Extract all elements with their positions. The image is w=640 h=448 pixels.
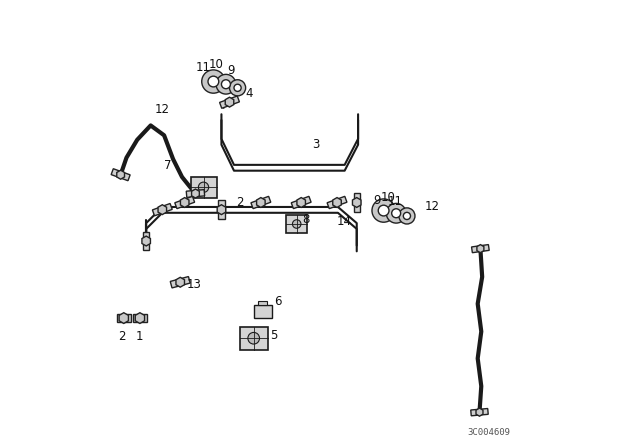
Bar xyxy=(132,314,147,322)
Bar xyxy=(472,245,489,253)
Bar xyxy=(220,96,239,108)
Text: 9: 9 xyxy=(374,194,381,207)
Bar xyxy=(191,177,216,198)
Text: 3: 3 xyxy=(312,138,319,151)
Polygon shape xyxy=(176,277,184,287)
Text: 7: 7 xyxy=(164,159,172,172)
Polygon shape xyxy=(257,198,265,207)
Bar xyxy=(471,409,488,416)
Text: 10: 10 xyxy=(209,57,223,71)
Bar xyxy=(253,305,271,318)
Text: 5: 5 xyxy=(271,328,278,342)
Bar xyxy=(170,276,190,288)
Text: 6: 6 xyxy=(274,294,281,308)
Circle shape xyxy=(221,80,230,89)
Text: 12: 12 xyxy=(155,103,170,116)
Polygon shape xyxy=(217,205,226,215)
Circle shape xyxy=(399,208,415,224)
Polygon shape xyxy=(142,236,150,246)
Text: 4: 4 xyxy=(246,86,253,100)
Polygon shape xyxy=(135,313,145,323)
Text: 10: 10 xyxy=(381,190,396,204)
Circle shape xyxy=(403,212,410,220)
Circle shape xyxy=(372,199,396,222)
Polygon shape xyxy=(353,198,361,207)
Bar xyxy=(175,196,195,209)
Text: 11: 11 xyxy=(388,195,403,208)
Text: 9: 9 xyxy=(228,64,235,78)
Text: 1: 1 xyxy=(135,330,143,344)
Bar xyxy=(258,301,267,305)
Text: 11: 11 xyxy=(196,60,211,74)
Bar xyxy=(291,196,311,209)
Circle shape xyxy=(234,84,241,91)
Polygon shape xyxy=(477,245,484,253)
Polygon shape xyxy=(297,198,305,207)
Circle shape xyxy=(392,209,401,218)
Bar xyxy=(111,169,130,181)
Circle shape xyxy=(202,70,225,93)
Bar xyxy=(116,314,131,322)
Polygon shape xyxy=(180,198,189,207)
Bar xyxy=(143,232,149,250)
Polygon shape xyxy=(191,189,199,198)
Bar xyxy=(287,215,307,233)
Bar xyxy=(251,196,271,209)
Circle shape xyxy=(248,332,260,344)
Bar xyxy=(354,193,360,212)
Polygon shape xyxy=(116,170,125,179)
Polygon shape xyxy=(119,313,129,323)
Bar xyxy=(218,200,225,219)
Text: 14: 14 xyxy=(337,215,352,228)
Polygon shape xyxy=(225,97,234,107)
Circle shape xyxy=(216,74,236,94)
Text: 3C004609: 3C004609 xyxy=(468,428,511,437)
Bar xyxy=(240,327,268,350)
Text: 12: 12 xyxy=(424,199,440,213)
Circle shape xyxy=(378,205,389,216)
Circle shape xyxy=(208,76,219,87)
Bar xyxy=(152,203,172,216)
Bar xyxy=(186,190,205,198)
Circle shape xyxy=(387,203,406,223)
Polygon shape xyxy=(333,198,341,207)
Polygon shape xyxy=(476,408,483,416)
Polygon shape xyxy=(158,205,166,215)
Text: 2: 2 xyxy=(118,330,125,344)
Text: 8: 8 xyxy=(302,213,309,226)
Circle shape xyxy=(198,182,209,192)
Bar xyxy=(327,196,347,209)
Circle shape xyxy=(230,80,246,96)
Text: 13: 13 xyxy=(186,278,201,291)
Circle shape xyxy=(292,220,301,228)
Text: 2: 2 xyxy=(237,196,244,209)
